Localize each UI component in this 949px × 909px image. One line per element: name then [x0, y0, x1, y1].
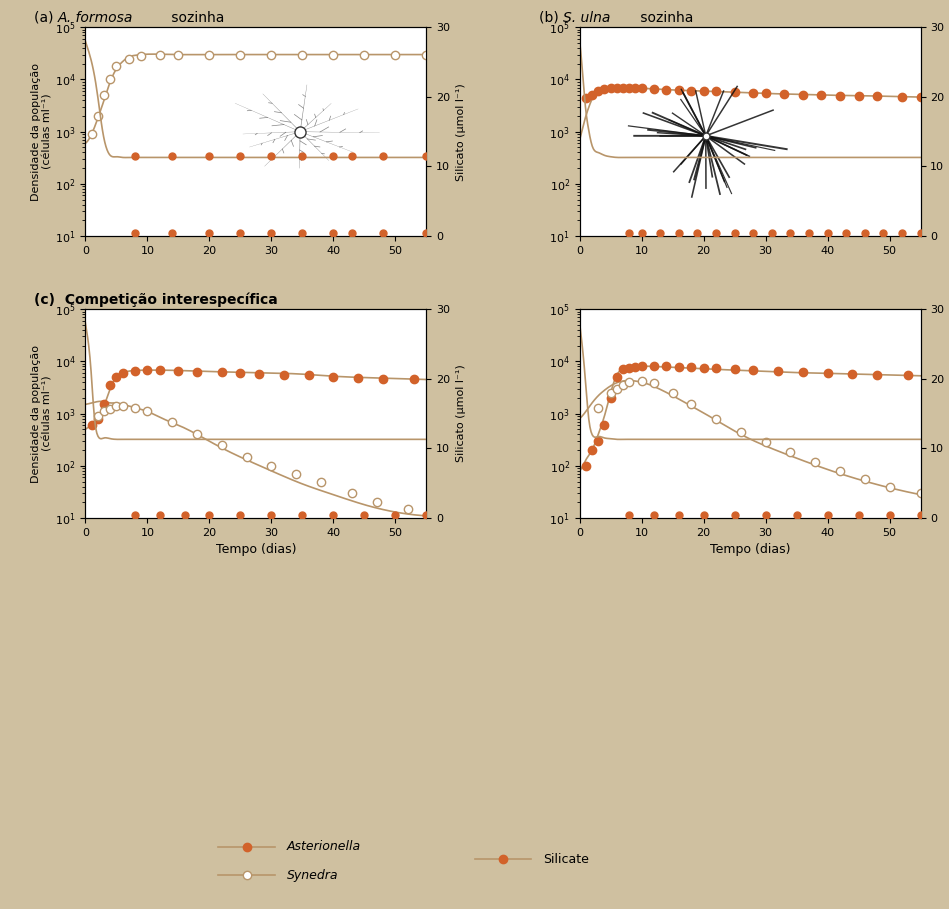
Text: sozinha: sozinha: [636, 11, 694, 25]
Y-axis label: Silicato (μmol l⁻¹): Silicato (μmol l⁻¹): [456, 83, 466, 181]
Y-axis label: Densidade da população
(células ml⁻¹): Densidade da população (células ml⁻¹): [30, 63, 52, 201]
Y-axis label: Densidade da população
(células ml⁻¹): Densidade da população (células ml⁻¹): [30, 345, 52, 483]
Text: sozinha: sozinha: [167, 11, 225, 25]
Text: Synedra: Synedra: [287, 869, 338, 882]
Text: Asterionella: Asterionella: [287, 840, 361, 854]
Text: (a): (a): [34, 11, 58, 25]
Text: Silicate: Silicate: [543, 853, 588, 865]
Text: A. formosa: A. formosa: [58, 11, 134, 25]
X-axis label: Tempo (dias): Tempo (dias): [710, 544, 791, 556]
Text: (c)  Competição interespecífica: (c) Competição interespecífica: [34, 293, 278, 307]
Text: S. ulna: S. ulna: [563, 11, 610, 25]
X-axis label: Tempo (dias): Tempo (dias): [215, 544, 296, 556]
Text: (b): (b): [539, 11, 563, 25]
Y-axis label: Silicato (μmol l⁻¹): Silicato (μmol l⁻¹): [456, 365, 466, 463]
